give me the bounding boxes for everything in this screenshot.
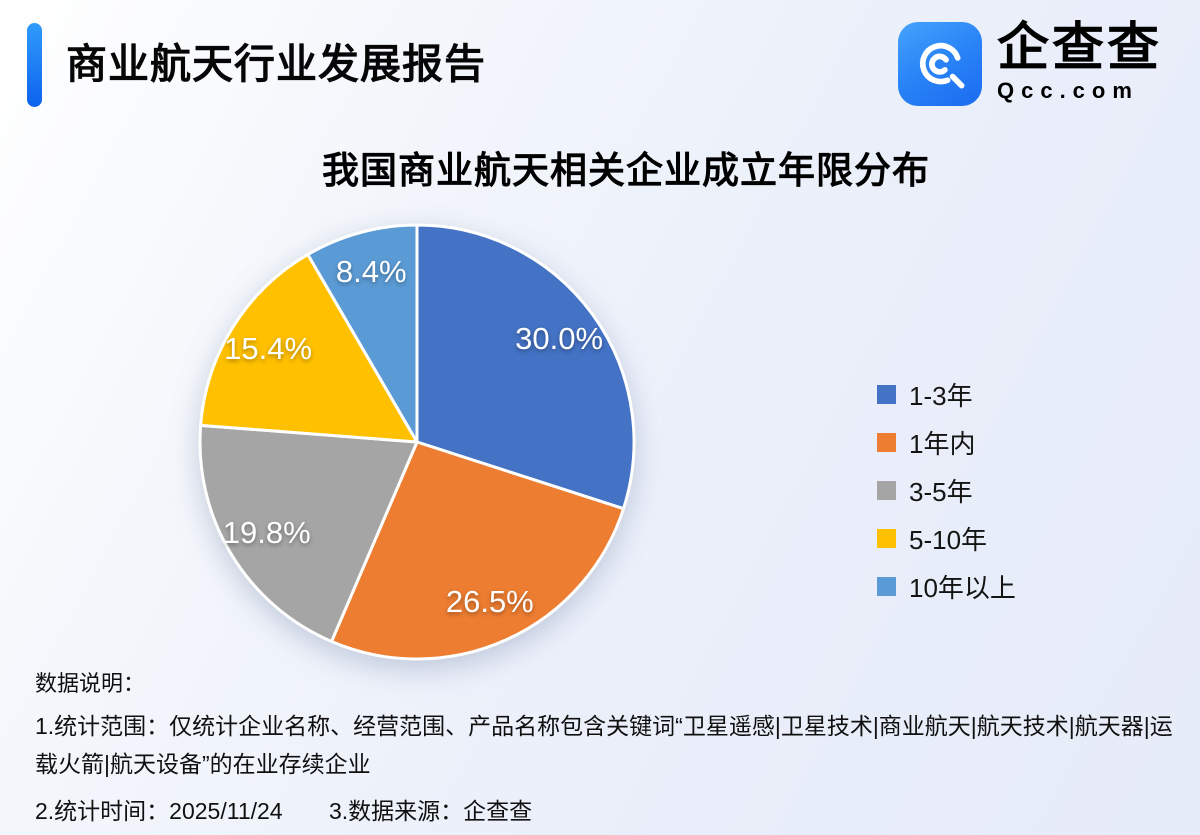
qcc-logo-icon — [897, 22, 982, 106]
pie-chart-area: 30.0% 26.5% 19.8% 15.4% 8.4% — [192, 217, 642, 667]
data-notes: 数据说明： 1.统计范围：仅统计企业名称、经营范围、产品名称包含关键词“卫星遥感… — [35, 666, 1185, 826]
chart-title: 我国商业航天相关企业成立年限分布 — [322, 150, 930, 191]
legend-swatch — [877, 576, 896, 596]
legend-item: 5-10年 — [877, 514, 1016, 562]
legend-item: 1年内 — [877, 418, 1016, 466]
legend-swatch — [877, 432, 896, 452]
legend-label: 1年内 — [909, 428, 976, 459]
note-source: 3.数据来源：企查查 — [328, 798, 533, 824]
brand-wordmark: 企查查 Qcc.com — [996, 19, 1162, 104]
pie-slice-0 — [415, 223, 636, 511]
note-row: 2.统计时间：2025/11/24 3.数据来源：企查查 — [35, 792, 1185, 826]
pie-slice-2 — [198, 423, 419, 643]
legend-swatch — [877, 528, 896, 548]
legend-label: 1-3年 — [909, 380, 973, 411]
note-scope: 1.统计范围：仅统计企业名称、经营范围、产品名称包含关键词“卫星遥感|卫星技术|… — [35, 713, 1173, 777]
legend-label: 3-5年 — [909, 476, 973, 507]
chart-legend: 1-3年 1年内 3-5年 5-10年 10年以上 — [877, 370, 1016, 610]
legend-item: 1-3年 — [877, 370, 1016, 418]
legend-swatch — [877, 384, 896, 404]
note-date: 2.统计时间：2025/11/24 — [35, 798, 283, 824]
pie-slice-1 — [330, 440, 626, 661]
title-accent-bar — [27, 23, 42, 107]
qcc-brand: 企查查 Qcc.com — [897, 19, 1162, 106]
legend-swatch — [877, 480, 896, 500]
legend-label: 10年以上 — [909, 572, 1016, 603]
report-title: 商业航天行业发展报告 — [66, 41, 486, 87]
brand-domain: Qcc.com — [996, 78, 1139, 104]
notes-heading: 数据说明： — [35, 671, 146, 696]
legend-item: 10年以上 — [877, 562, 1016, 610]
legend-item: 3-5年 — [877, 466, 1016, 514]
pie-slice-3 — [199, 252, 419, 444]
pie-chart — [198, 223, 636, 661]
legend-label: 5-10年 — [909, 524, 988, 555]
brand-name: 企查查 — [996, 19, 1162, 77]
pie-slice-4 — [306, 223, 419, 444]
